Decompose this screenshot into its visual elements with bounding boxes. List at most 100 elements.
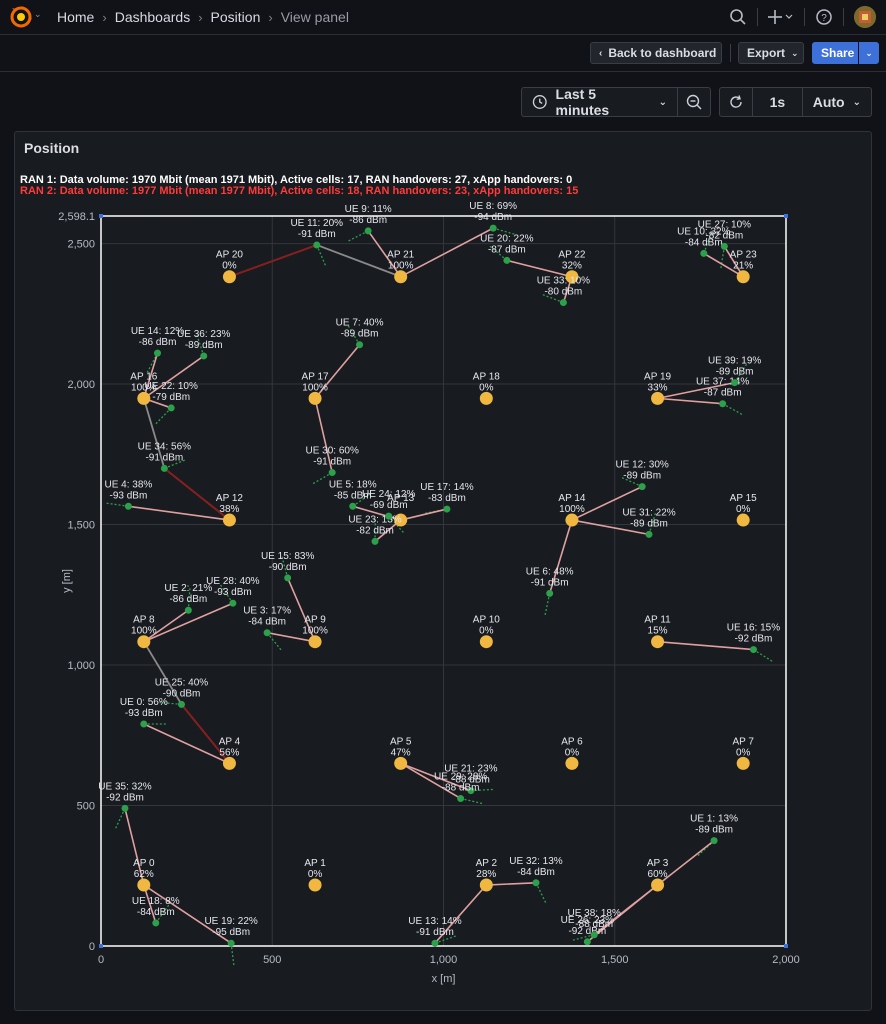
ue-ap-link: [286, 577, 316, 643]
ue-marker: [532, 879, 540, 887]
x-tick-label: 1,500: [601, 954, 629, 966]
ap-marker: [736, 756, 750, 770]
ue-marker: [546, 589, 554, 597]
ue-name-label: UE 3: 17%: [243, 606, 291, 617]
ue-signal-label: -89 dBm: [185, 340, 223, 351]
grafana-logo-icon[interactable]: [10, 6, 32, 33]
ap-marker: [651, 635, 665, 649]
add-plus-icon[interactable]: [768, 8, 794, 26]
ue-name-label: UE 1: 13%: [690, 814, 738, 825]
share-options-button[interactable]: ⌄: [859, 42, 879, 64]
ap-name-label: AP 5: [390, 736, 412, 747]
user-avatar[interactable]: [854, 6, 876, 28]
ue-signal-label: -93 dBm: [214, 587, 252, 598]
ue-signal-label: -91 dBm: [313, 457, 351, 468]
ue-marker: [154, 349, 162, 357]
ap-name-label: AP 15: [730, 493, 757, 504]
ap-name-label: AP 18: [473, 371, 500, 382]
ue-marker: [710, 837, 718, 845]
y-tick-label: 500: [77, 801, 95, 813]
ap-load-label: 0%: [736, 747, 751, 758]
ue-signal-label: -93 dBm: [110, 490, 148, 501]
ue-marker: [160, 464, 168, 472]
breadcrumb-home[interactable]: Home: [57, 9, 95, 25]
ue-marker: [638, 483, 646, 491]
ap-name-label: AP 12: [216, 493, 243, 504]
ue-name-label: UE 33: 10%: [537, 276, 590, 287]
export-button[interactable]: Export ⌄: [738, 42, 804, 64]
ue-signal-label: -92 dBm: [568, 926, 606, 937]
ap-load-label: 0%: [479, 382, 494, 393]
ue-marker: [719, 400, 727, 408]
refresh-button[interactable]: [720, 88, 752, 116]
ap-marker: [222, 513, 236, 527]
y-tick-label: 2,500: [67, 239, 95, 251]
ue-name-label: UE 30: 60%: [306, 446, 359, 457]
ue-signal-label: -87 dBm: [704, 388, 742, 399]
ue-ap-link: [400, 762, 472, 792]
ue-signal-label: -92 dBm: [106, 792, 144, 803]
ap-load-label: 100%: [302, 382, 328, 393]
top-actions: ?: [729, 5, 876, 29]
ap-load-label: 21%: [733, 261, 753, 272]
x-tick-label: 500: [263, 954, 281, 966]
ap-marker: [565, 270, 579, 284]
x-tick-label: 1,000: [430, 954, 458, 966]
ap-name-label: AP 11: [644, 615, 671, 626]
ue-name-label: UE 13: 14%: [408, 916, 461, 927]
ap-load-label: 0%: [308, 869, 323, 880]
ue-signal-label: -84 dBm: [248, 617, 286, 628]
ue-name-label: UE 19: 22%: [204, 916, 257, 927]
auto-refresh-dropdown[interactable]: Auto ⌄: [801, 88, 871, 116]
ap-load-label: 32%: [562, 261, 582, 272]
ue-marker: [328, 469, 336, 477]
chevron-down-icon: ⌄: [852, 96, 861, 108]
ue-marker: [200, 352, 208, 360]
ap-load-label: 100%: [559, 504, 585, 515]
ue-name-label: UE 22: 10%: [145, 381, 198, 392]
ap-name-label: AP 8: [133, 615, 155, 626]
ue-signal-label: -88 dBm: [575, 919, 613, 930]
ue-signal-label: -84 dBm: [685, 237, 723, 248]
breadcrumb-position[interactable]: Position: [210, 9, 261, 25]
breadcrumb-dashboards[interactable]: Dashboards: [114, 9, 191, 25]
back-to-dashboard-button[interactable]: ‹ Back to dashboard: [590, 42, 722, 64]
ue-name-label: UE 32: 13%: [509, 856, 562, 867]
share-label: Share: [821, 46, 855, 60]
ue-name-label: UE 9: 11%: [345, 204, 392, 215]
ue-ap-link: [143, 355, 205, 400]
ue-signal-label: -94 dBm: [474, 212, 512, 223]
y-tick-label: 1,500: [67, 520, 95, 532]
help-icon[interactable]: ?: [815, 8, 833, 26]
refresh-interval-button[interactable]: 1s: [752, 88, 802, 116]
ap-name-label: AP 17: [302, 371, 329, 382]
ue-ap-link: [703, 252, 744, 278]
zoom-out-button[interactable]: [677, 88, 710, 116]
handover-link: [229, 244, 318, 278]
ue-marker: [503, 256, 511, 264]
ran2-summary: RAN 2: Data volume: 1977 Mbit (mean 1977…: [20, 185, 579, 197]
y-max-label: 2,598.1: [58, 211, 95, 223]
ap-marker: [222, 756, 236, 770]
ue-name-label: UE 4: 38%: [104, 479, 152, 490]
ue-ap-link: [548, 519, 573, 594]
ue-ap-link: [367, 230, 402, 278]
share-button[interactable]: Share: [812, 42, 858, 64]
ap-name-label: AP 1: [304, 858, 326, 869]
ue-ap-link: [143, 884, 232, 944]
x-tick-label: 0: [98, 954, 104, 966]
ue-marker: [121, 804, 129, 812]
ue-marker: [229, 599, 237, 607]
time-range-button[interactable]: Last 5 minutes ⌄: [522, 86, 677, 118]
ue-signal-label: -82 dBm: [705, 230, 743, 241]
search-icon[interactable]: [729, 8, 747, 26]
ue-name-label: UE 26: 23%: [561, 915, 614, 926]
ap-marker: [394, 270, 408, 284]
ue-marker: [152, 919, 160, 927]
ap-name-label: AP 21: [387, 250, 414, 261]
ue-ap-link: [506, 259, 573, 278]
chevron-down-icon[interactable]: ⌄: [34, 9, 42, 19]
ue-ap-link: [400, 508, 448, 521]
ap-name-label: AP 6: [561, 736, 583, 747]
